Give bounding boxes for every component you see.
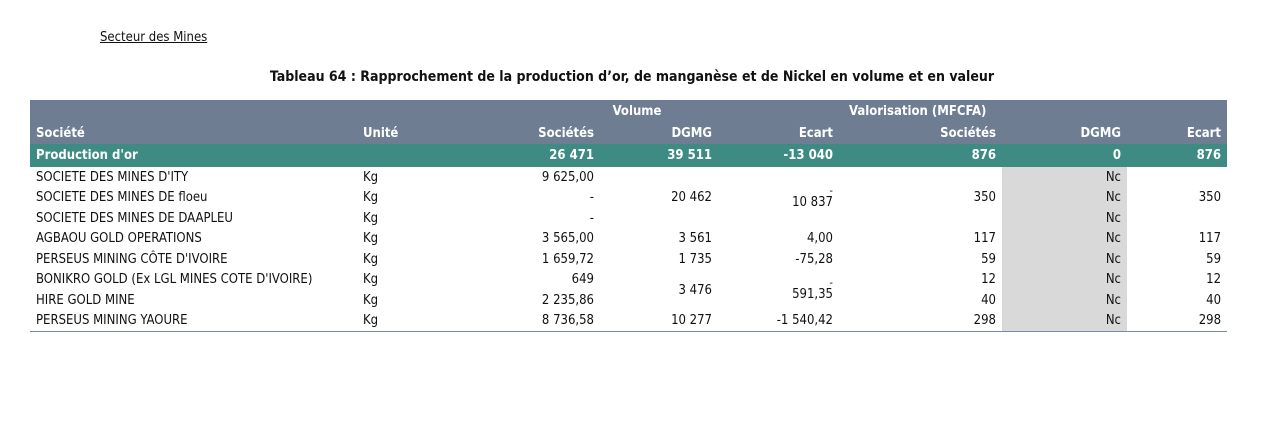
header-blank [357,100,435,122]
table-row: SOCIETE DES MINES DE DAAPLEU Kg - Nc [30,208,1227,229]
row-unite: Kg [363,190,379,206]
row-societe: AGBAOU GOLD OPERATIONS [36,231,202,247]
row-vol-societes: 8 736,58 [435,310,600,332]
merged-val-ecart: 350 [1198,190,1222,206]
table-row: SOCIETE DES MINES DE floeu Kg - Nc [30,187,1227,208]
header-vol-ecart: Ecart [718,122,839,144]
row-vol-societes: 1 659,72 [541,251,594,267]
total-label: Production d'or [30,144,357,167]
row-val-societes: 40 [981,292,996,308]
merged-vol-ecart-value: 10 837 [792,194,833,210]
merged-vol-ecart: - 10 837 [718,167,839,229]
row-val-dgmg: Nc [1002,228,1127,249]
row-vol-societes: 2 235,86 [541,292,594,308]
table-caption: Tableau 64 : Rapprochement de la product… [269,69,995,85]
row-societe: HIRE GOLD MINE [36,292,135,308]
row-val-ecart: 12 [1206,272,1222,288]
row-unite: Kg [363,169,379,185]
merged-val-societes: 350 [973,190,996,206]
table-row: PERSEUS MINING YAOURE Kg 8 736,58 10 277… [30,310,1228,332]
row-societe: SOCIETE DES MINES D'ITY [36,169,189,185]
header-blank [30,100,357,122]
total-vol-ecart: -13 040 [718,144,839,167]
row-val-ecart: 298 [1127,310,1228,332]
row-val-dgmg: Nc [1002,187,1127,208]
merged-vol-ecart-value: 591,35 [792,287,833,302]
row-val-dgmg: Nc [1002,167,1127,188]
total-val-dgmg: 0 [1002,144,1127,167]
table-row: AGBAOU GOLD OPERATIONS Kg 3 565,00 3 561… [30,228,1227,249]
row-val-dgmg: Nc [1002,269,1127,290]
row-val-dgmg: Nc [1002,290,1127,311]
header-volume: Volume [435,100,839,122]
merged-vol-ecart-dash: - [829,276,833,289]
row-val-dgmg: Nc [1002,249,1127,270]
table-row: SOCIETE DES MINES D'ITY Kg 9 625,00 20 4… [30,167,1227,210]
row-val-societes: 12 [981,272,996,288]
header-vol-societes: Sociétés [435,122,600,144]
row-vol-societes: - [589,190,594,206]
row-vol-societes: 9 625,00 [541,169,594,185]
total-val-societes: 876 [839,144,1002,167]
row-unite: Kg [357,310,435,332]
total-unite [357,144,435,167]
header-valorisation: Valorisation (MFCFA) [839,100,1228,122]
row-vol-dgmg: 10 277 [600,310,718,332]
header-row: Société Unité Sociétés DGMG Ecart Sociét… [30,122,1228,144]
row-vol-societes: 649 [571,272,594,288]
total-row: Production d'or 26 471 39 511 -13 040 87… [30,144,1228,167]
header-vol-dgmg: DGMG [600,122,718,144]
header-group-row: Volume Valorisation (MFCFA) [30,100,1228,122]
total-vol-societes: 26 471 [435,144,600,167]
row-val-ecart: 40 [1206,292,1222,308]
merged-vol-dgmg: 3 476 [678,282,712,298]
row-vol-societes: 3 565,00 [541,231,594,247]
row-val-dgmg: Nc [1002,310,1127,332]
row-societe: PERSEUS MINING YAOURE [30,310,357,332]
section-title: Secteur des Mines [100,30,208,45]
merged-vol-ecart-dash: - [829,183,833,197]
row-vol-ecart: -1 540,42 [718,310,839,332]
header-unite: Unité [357,122,435,144]
row-unite: Kg [363,231,379,247]
row-societe: BONIKRO GOLD (Ex LGL MINES COTE D'IVOIRE… [36,272,313,288]
row-unite: Kg [363,251,379,267]
total-vol-dgmg: 39 511 [600,144,718,167]
row-val-societes: 59 [981,251,996,267]
row-unite: Kg [363,210,379,226]
header-val-dgmg: DGMG [1002,122,1127,144]
row-societe: SOCIETE DES MINES DE DAAPLEU [36,210,233,226]
total-val-ecart: 876 [1127,144,1228,167]
row-unite: Kg [363,292,379,308]
row-val-dgmg: Nc [1002,208,1127,229]
row-val-ecart: 117 [1198,231,1222,247]
row-vol-societes: - [589,210,594,226]
reconciliation-table: Volume Valorisation (MFCFA) Société Unit… [30,100,1228,332]
row-val-ecart: 59 [1206,251,1222,267]
table-row: PERSEUS MINING CÔTE D'IVOIRE Kg 1 659,72… [30,249,1227,270]
row-unite: Kg [363,272,379,288]
header-societe: Société [30,122,357,144]
row-vol-dgmg: 1 735 [678,251,712,267]
row-val-societes: 298 [839,310,1002,332]
header-val-ecart: Ecart [1127,122,1228,144]
row-societe: SOCIETE DES MINES DE floeu [36,190,208,206]
merged-vol-ecart: - 591,35 [718,270,839,311]
header-val-societes: Sociétés [839,122,1002,144]
row-vol-ecart: -75,28 [795,251,833,267]
row-societe: PERSEUS MINING CÔTE D'IVOIRE [36,251,228,267]
row-vol-ecart: 4,00 [806,231,833,247]
table-row: BONIKRO GOLD (Ex LGL MINES COTE D'IVOIRE… [30,269,1227,302]
row-val-societes: 117 [973,231,996,247]
table-row: HIRE GOLD MINE Kg 2 235,86 40 Nc 40 [30,290,1227,311]
row-vol-dgmg: 3 561 [678,231,712,247]
merged-vol-dgmg: 20 462 [671,190,712,206]
